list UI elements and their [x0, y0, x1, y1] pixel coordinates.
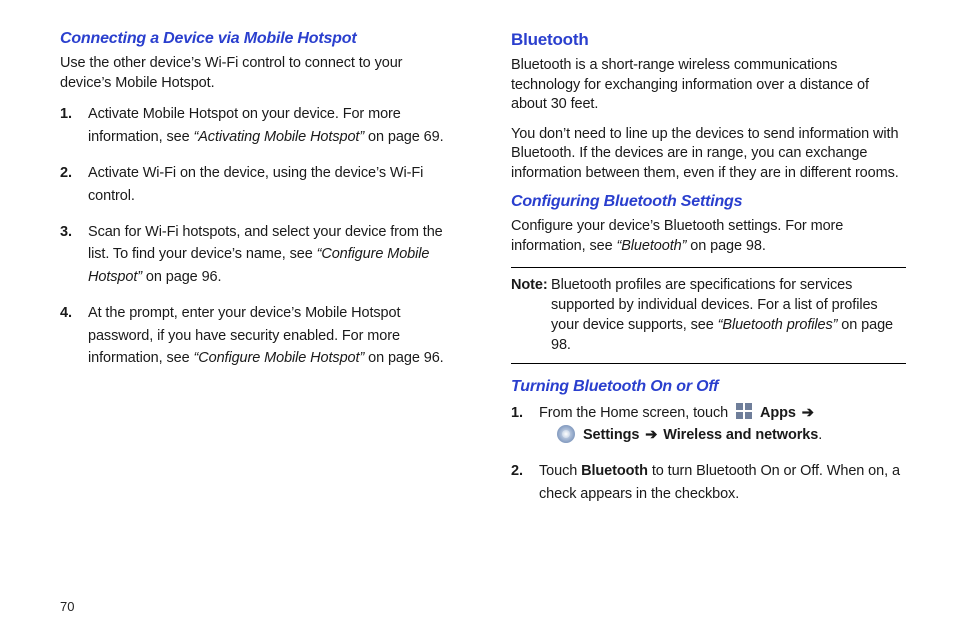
note-body: Bluetooth profiles are specifications fo…	[511, 275, 906, 355]
step-3: 3. Scan for Wi-Fi hotspots, and select y…	[88, 221, 455, 288]
step-text: Activate Wi-Fi on the device, using the …	[88, 165, 423, 203]
text: on page 98.	[686, 238, 765, 254]
heading-configuring: Configuring Bluetooth Settings	[511, 193, 906, 211]
step-num: 4.	[60, 302, 72, 324]
step-ref: “Activating Mobile Hotspot”	[194, 129, 365, 145]
bluetooth-intro-2: You don’t need to line up the devices to…	[511, 125, 906, 184]
steps-left: 1. Activate Mobile Hotspot on your devic…	[60, 103, 455, 370]
step-num: 2.	[60, 162, 72, 184]
heading-turning: Turning Bluetooth On or Off	[511, 378, 906, 396]
apps-icon	[735, 402, 753, 420]
step-num: 1.	[511, 402, 523, 424]
heading-connecting: Connecting a Device via Mobile Hotspot	[60, 30, 455, 48]
ref: “Bluetooth”	[617, 238, 687, 254]
settings-icon	[557, 425, 575, 443]
note-box: Note: Bluetooth profiles are specificati…	[511, 267, 906, 364]
step-ref: “Configure Mobile Hotspot”	[194, 350, 365, 366]
step-post: on page 96.	[142, 269, 221, 285]
step-num: 3.	[60, 221, 72, 243]
step-post: on page 96.	[364, 350, 443, 366]
step-text: Touch	[539, 463, 581, 479]
step-1: 1. From the Home screen, touch Apps ➔ Se…	[539, 402, 906, 447]
settings-label: Settings	[583, 427, 639, 443]
step-num: 1.	[60, 103, 72, 125]
intro-left: Use the other device’s Wi-Fi control to …	[60, 54, 455, 93]
step-text: From the Home screen, touch	[539, 405, 732, 421]
bluetooth-intro-1: Bluetooth is a short-range wireless comm…	[511, 56, 906, 115]
bluetooth-bold: Bluetooth	[581, 463, 648, 479]
step-2: 2. Touch Bluetooth to turn Bluetooth On …	[539, 460, 906, 505]
page-number: 70	[60, 599, 74, 614]
step-4: 4. At the prompt, enter your device’s Mo…	[88, 302, 455, 369]
step-1: 1. Activate Mobile Hotspot on your devic…	[88, 103, 455, 148]
arrow-icon: ➔	[645, 427, 657, 443]
step-2: 2. Activate Wi-Fi on the device, using t…	[88, 162, 455, 207]
arrow-icon: ➔	[802, 405, 814, 421]
period: .	[818, 427, 822, 443]
step-post: on page 69.	[364, 129, 443, 145]
step-num: 2.	[511, 460, 523, 482]
note-label: Note:	[511, 275, 548, 295]
wireless-label: Wireless and networks	[663, 427, 818, 443]
ref: “Bluetooth profiles”	[718, 317, 838, 333]
configuring-text: Configure your device’s Bluetooth settin…	[511, 217, 906, 256]
heading-bluetooth: Bluetooth	[511, 30, 906, 50]
steps-right: 1. From the Home screen, touch Apps ➔ Se…	[511, 402, 906, 506]
apps-label: Apps	[760, 405, 796, 421]
